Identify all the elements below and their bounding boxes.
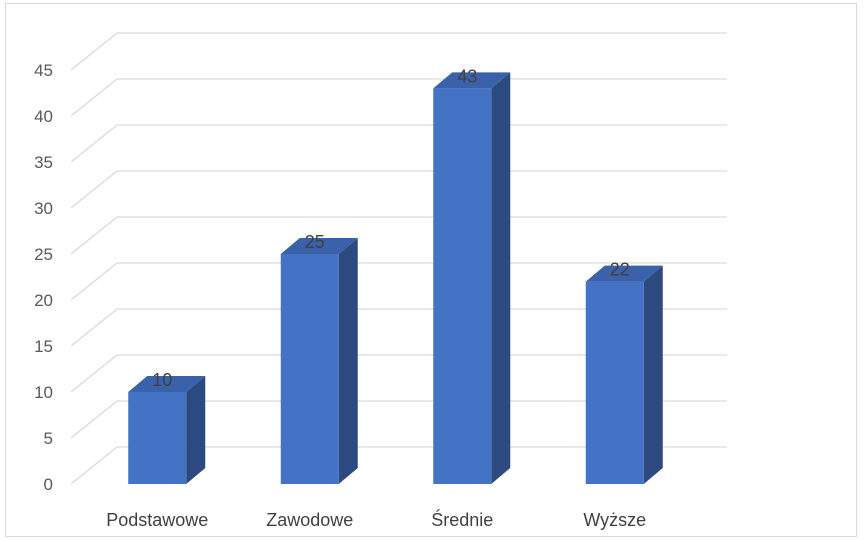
bar-front [585, 281, 644, 484]
bar-top [280, 238, 358, 254]
chart-area: 0 5 10 15 20 25 30 35 40 45 10 25 43 22 Podstawowe Za… [5, 3, 857, 537]
data-label: 43 [457, 66, 477, 86]
x-axis-categories: Podstawowe Zawodowe Średnie Wyższe [106, 509, 646, 530]
gridline [70, 216, 727, 255]
gridline [70, 78, 727, 117]
bar-top [585, 265, 663, 282]
gridlines [70, 32, 727, 485]
y-tick-label: 25 [34, 245, 53, 264]
bar-top [433, 72, 511, 89]
bar [280, 238, 358, 484]
x-category-label: Średnie [431, 509, 493, 530]
x-category-label: Podstawowe [106, 510, 208, 530]
gridline [70, 32, 727, 71]
gridline [70, 354, 727, 393]
y-tick-label: 10 [34, 383, 53, 402]
y-axis-ticks: 0 5 10 15 20 25 30 35 40 45 [34, 61, 53, 494]
x-category-label: Zawodowe [266, 510, 353, 530]
data-labels: 10 25 43 22 [152, 66, 630, 390]
gridline [70, 124, 727, 163]
y-tick-label: 35 [34, 153, 53, 172]
y-tick-label: 45 [34, 61, 53, 80]
y-tick-label: 30 [34, 199, 53, 218]
bar-front [433, 88, 492, 485]
bar [128, 376, 206, 484]
gridline [70, 446, 727, 485]
bar [433, 72, 511, 485]
data-label: 25 [305, 232, 325, 252]
y-tick-label: 5 [44, 429, 53, 448]
data-label: 10 [152, 370, 172, 390]
bar-side [643, 265, 663, 484]
y-tick-label: 0 [44, 475, 53, 494]
gridline [70, 262, 727, 301]
y-tick-label: 15 [34, 337, 53, 356]
gridline [70, 400, 727, 439]
bar [585, 265, 663, 484]
bar-front [128, 392, 187, 484]
gridline [70, 170, 727, 209]
bars [128, 72, 663, 485]
y-tick-label: 20 [34, 291, 53, 310]
bar-front [280, 254, 339, 484]
bar-side [338, 238, 358, 484]
data-label: 22 [610, 260, 630, 280]
bar-top [128, 376, 206, 392]
bar-side [186, 376, 206, 484]
bar-side [491, 72, 511, 485]
x-category-label: Wyższe [583, 510, 646, 530]
gridline [70, 308, 727, 347]
bar-chart: 0 5 10 15 20 25 30 35 40 45 10 25 43 22 Podstawowe Za… [34, 32, 727, 530]
y-tick-label: 40 [34, 107, 53, 126]
